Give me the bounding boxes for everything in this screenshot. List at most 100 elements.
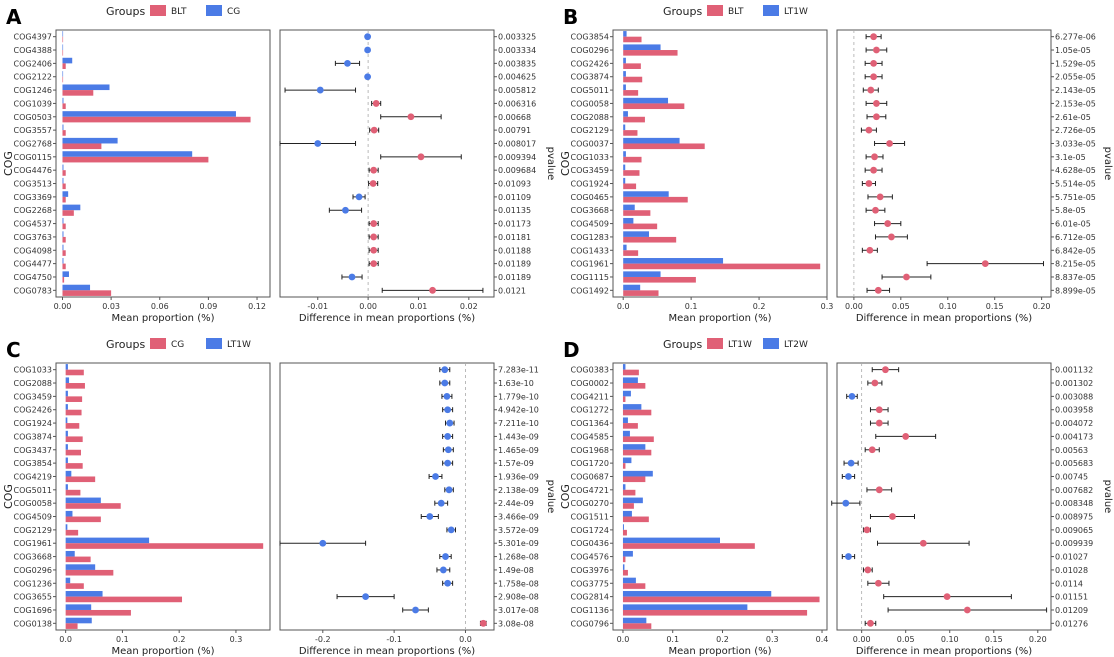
pvalue-axis-label: pvalue bbox=[1102, 480, 1113, 514]
bar-cg bbox=[62, 258, 64, 264]
pvalue-label: 3.1e-05 bbox=[1055, 153, 1086, 162]
bar-lt1w bbox=[622, 409, 652, 416]
diff-x-axis-label: Difference in mean proportions (%) bbox=[856, 313, 1032, 324]
diff-point bbox=[981, 260, 989, 268]
diff-point bbox=[847, 459, 855, 467]
pvalue-label: 0.004072 bbox=[1055, 419, 1093, 428]
bar-x-axis-label: Mean proportion (%) bbox=[112, 646, 215, 657]
bar-lt1w bbox=[623, 31, 627, 37]
bar-lt2w bbox=[622, 564, 625, 570]
diff-point bbox=[875, 419, 883, 427]
y-axis-label: COG bbox=[2, 484, 15, 509]
pvalue-label: 0.00668 bbox=[498, 113, 531, 122]
bar-lt1w bbox=[65, 444, 68, 450]
bar-lt2w bbox=[622, 510, 632, 517]
diff-point bbox=[407, 113, 415, 121]
diff-point bbox=[426, 513, 434, 520]
bar-cg bbox=[62, 84, 110, 91]
pvalue-label: 3.466e-09 bbox=[498, 513, 539, 522]
bar-cg bbox=[65, 463, 83, 469]
bar-lt1w bbox=[623, 71, 626, 77]
bar-plot-frame bbox=[55, 362, 271, 631]
diff-point bbox=[842, 499, 850, 507]
x-tick-label: 0.1 bbox=[116, 635, 129, 644]
pvalue-label: 3.572e-09 bbox=[498, 526, 539, 535]
bar-blt bbox=[62, 236, 66, 243]
bar-lt1w bbox=[622, 396, 626, 402]
category-label: COG2088 bbox=[571, 113, 609, 122]
diff-x-axis-label: Difference in mean proportions (%) bbox=[299, 313, 475, 324]
pvalue-label: 0.00791 bbox=[498, 126, 531, 135]
legend-label-2: LT2W bbox=[784, 340, 808, 350]
bar-lt2w bbox=[622, 430, 630, 437]
legend: Groups LT1W LT2W bbox=[663, 338, 808, 351]
diff-point bbox=[873, 46, 880, 54]
bar-lt1w bbox=[623, 44, 661, 51]
bar-lt1w bbox=[65, 564, 96, 570]
bar-lt2w bbox=[622, 524, 624, 530]
legend-swatch-2 bbox=[206, 338, 222, 349]
diff-point bbox=[963, 606, 971, 614]
diff-point bbox=[919, 539, 927, 547]
diff-point bbox=[444, 433, 452, 440]
pvalue-label: 0.01028 bbox=[1055, 566, 1088, 575]
legend-label-2: LT1W bbox=[784, 7, 808, 17]
x-tick-label: 0.15 bbox=[986, 302, 1004, 311]
pvalue-label: 0.0121 bbox=[498, 286, 526, 295]
pvalue-label: 0.0114 bbox=[1055, 579, 1083, 588]
pvalue-label: 1.529e-05 bbox=[1055, 59, 1096, 68]
category-label: COG0465 bbox=[571, 193, 609, 202]
bar-lt1w bbox=[623, 244, 627, 251]
x-tick-label: -0.2 bbox=[315, 635, 331, 644]
bar-lt1w bbox=[622, 383, 646, 389]
category-label: COG0383 bbox=[571, 366, 609, 375]
bar-lt1w bbox=[65, 377, 70, 384]
legend-title: Groups bbox=[663, 5, 702, 18]
diff-point bbox=[845, 473, 852, 480]
legend-label-1: BLT bbox=[728, 7, 744, 17]
bar-lt1w bbox=[623, 151, 626, 157]
category-label: COG4211 bbox=[571, 392, 609, 401]
pvalue-label: 8.215e-05 bbox=[1055, 260, 1096, 269]
category-label: COG2129 bbox=[14, 526, 52, 535]
bar-lt2w bbox=[622, 604, 748, 610]
bar-lt1w bbox=[623, 177, 626, 184]
diff-point bbox=[875, 486, 883, 494]
bar-blt bbox=[623, 236, 677, 243]
diff-point bbox=[319, 539, 327, 547]
diff-point bbox=[870, 166, 878, 174]
x-tick-label: 0.20 bbox=[1033, 302, 1051, 311]
bar-blt bbox=[623, 196, 688, 203]
category-label: COG3459 bbox=[14, 392, 52, 401]
x-tick-label: 0.00 bbox=[54, 302, 72, 311]
diff-point bbox=[314, 140, 322, 147]
panel-b: B Groups BLT LT1W COG COG3854 6.277e-06 COG0296… bbox=[559, 5, 1113, 324]
bar-lt1w bbox=[623, 111, 628, 117]
pvalue-label: 3.08e-08 bbox=[498, 619, 534, 628]
bar-blt bbox=[62, 36, 64, 43]
bar-lt1w bbox=[623, 137, 680, 144]
bar-blt bbox=[62, 183, 66, 190]
pvalue-label: 0.003088 bbox=[1055, 392, 1093, 401]
diff-point bbox=[370, 233, 378, 241]
bar-blt bbox=[623, 36, 642, 43]
category-label: COG3874 bbox=[571, 73, 609, 82]
pvalue-label: 0.009684 bbox=[498, 166, 536, 175]
pvalue-label: 2.908e-08 bbox=[498, 593, 539, 602]
category-label: COG0436 bbox=[571, 539, 609, 548]
bar-cg bbox=[62, 111, 236, 117]
diff-point bbox=[316, 86, 324, 94]
pvalue-label: 2.61e-05 bbox=[1055, 113, 1091, 122]
bar-lt2w bbox=[622, 457, 632, 464]
bar-blt bbox=[623, 210, 651, 216]
category-label: COG4721 bbox=[571, 486, 609, 495]
diff-plot-frame bbox=[279, 362, 495, 631]
category-label: COG1724 bbox=[571, 526, 609, 535]
category-label: COG4585 bbox=[571, 432, 609, 441]
pvalue-label: 0.004173 bbox=[1055, 432, 1093, 441]
category-label: COG4509 bbox=[571, 220, 609, 229]
panel-letter: D bbox=[563, 338, 580, 362]
legend-label-1: LT1W bbox=[728, 340, 752, 350]
bar-lt2w bbox=[622, 390, 631, 397]
